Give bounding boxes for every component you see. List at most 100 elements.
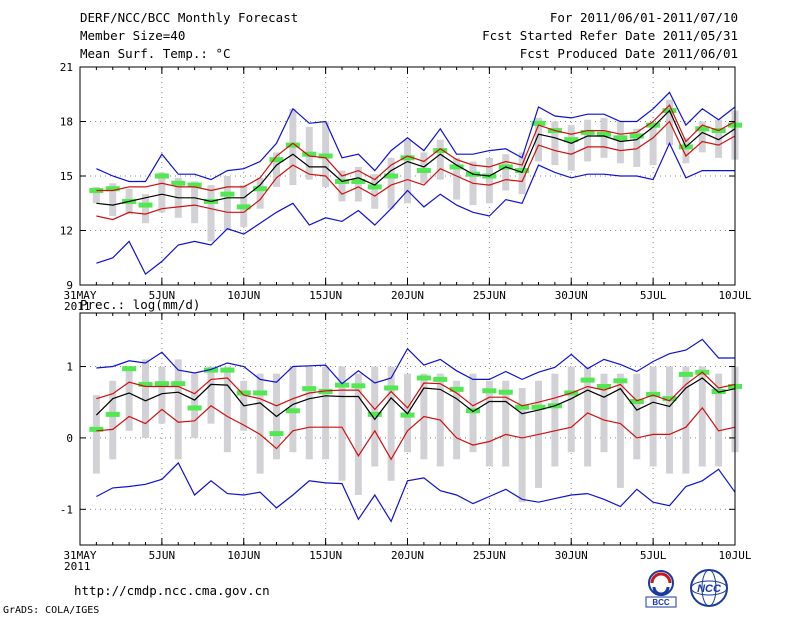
ensemble-box bbox=[502, 154, 510, 191]
precip-variable-label: Prec.: log(mm/d) bbox=[80, 297, 200, 312]
ensemble-box bbox=[682, 137, 690, 164]
median-dash bbox=[220, 367, 235, 373]
chart-title: DERF/NCC/BCC Monthly Forecast bbox=[80, 10, 299, 25]
median-dash bbox=[138, 202, 153, 208]
x-tick-label: 20JUN bbox=[391, 549, 424, 562]
ensemble-mean-line bbox=[95, 377, 736, 421]
median-dash bbox=[678, 371, 693, 377]
median-dash bbox=[367, 411, 382, 417]
ensemble-box bbox=[436, 139, 444, 180]
median-dash bbox=[253, 186, 268, 192]
median-dash bbox=[416, 375, 431, 381]
ensemble-box bbox=[207, 366, 215, 424]
median-dash bbox=[351, 178, 366, 184]
ensemble-box bbox=[305, 366, 313, 460]
median-dash bbox=[384, 173, 399, 179]
ensemble-box bbox=[502, 380, 510, 467]
median-dash bbox=[89, 188, 104, 194]
median-dash bbox=[171, 180, 186, 186]
median-dash bbox=[662, 396, 677, 402]
ensemble-box bbox=[223, 366, 231, 453]
red-upper-line bbox=[96, 104, 736, 192]
ensemble-box bbox=[584, 366, 592, 467]
ensemble-box bbox=[158, 366, 166, 424]
median-dash bbox=[646, 122, 661, 128]
grads-credit: GrADS: COLA/IGES bbox=[3, 605, 100, 616]
ensemble-box bbox=[207, 185, 215, 242]
svg-text:BCC: BCC bbox=[652, 598, 670, 607]
x-tick-label: 5JUL bbox=[640, 289, 667, 302]
x-tick-label: 10JUN bbox=[227, 549, 260, 562]
x-tick-label: 10JUL bbox=[718, 289, 751, 302]
ensemble-box bbox=[453, 380, 461, 460]
median-dash bbox=[318, 153, 333, 159]
blue-upper-line bbox=[96, 91, 736, 183]
median-dash bbox=[204, 367, 218, 373]
ensemble-box bbox=[273, 152, 280, 187]
blue-lower-line bbox=[96, 141, 735, 276]
ensemble-box bbox=[191, 181, 199, 224]
ensemble-box bbox=[535, 117, 542, 162]
ensemble-box bbox=[387, 366, 395, 481]
median-dash bbox=[367, 184, 382, 190]
median-dash bbox=[285, 408, 300, 414]
ensemble-box bbox=[616, 373, 624, 488]
ensemble-box bbox=[109, 380, 117, 460]
ensemble-box bbox=[551, 373, 559, 467]
median-dash bbox=[105, 186, 120, 192]
blue-lower-line bbox=[96, 461, 736, 523]
bcc-logo: BCC bbox=[645, 570, 677, 608]
median-dash bbox=[515, 168, 530, 174]
x-tick-label: 30JUN bbox=[555, 549, 588, 562]
median-dash bbox=[400, 155, 415, 161]
ensemble-box bbox=[567, 366, 575, 453]
ensemble-box bbox=[682, 366, 690, 474]
median-dash bbox=[515, 404, 530, 410]
median-dash bbox=[695, 126, 710, 132]
y-tick-label: 21 bbox=[60, 61, 73, 74]
median-dash bbox=[302, 151, 317, 157]
fcst-produced-date: Fcst Produced Date 2011/06/01 bbox=[519, 46, 738, 61]
ensemble-box bbox=[584, 119, 592, 162]
median-dash bbox=[236, 390, 251, 396]
median-dash bbox=[531, 404, 546, 410]
ensemble-box bbox=[92, 395, 100, 474]
ensemble-box bbox=[666, 366, 673, 474]
ensemble-box bbox=[404, 139, 411, 204]
ensemble-box bbox=[338, 366, 346, 481]
median-dash bbox=[629, 399, 644, 405]
ensemble-box bbox=[223, 176, 231, 231]
ensemble-box bbox=[715, 119, 723, 158]
ensemble-box bbox=[109, 183, 117, 216]
ensemble-box bbox=[420, 152, 428, 184]
x-tick-label: 10JUL bbox=[718, 549, 751, 562]
ensemble-box bbox=[158, 172, 166, 213]
ensemble-box bbox=[371, 174, 379, 209]
median-dash bbox=[498, 389, 513, 395]
ensemble-box bbox=[518, 387, 526, 503]
median-dash bbox=[629, 133, 644, 139]
median-dash bbox=[138, 381, 153, 387]
ensemble-box bbox=[567, 125, 575, 171]
y-tick-label: 18 bbox=[60, 116, 73, 129]
ensemble-mean-line bbox=[96, 109, 736, 206]
source-url[interactable]: http://cmdp.ncc.cma.gov.cn bbox=[74, 583, 270, 598]
x-tick-label: 10JUN bbox=[227, 289, 260, 302]
ncc-logo: NCC bbox=[690, 569, 728, 607]
ensemble-box bbox=[142, 359, 149, 438]
ensemble-box bbox=[322, 366, 330, 460]
median-dash bbox=[433, 148, 448, 154]
ensemble-box bbox=[256, 177, 264, 209]
ensemble-box bbox=[387, 157, 395, 209]
x-tick-year-label: 2011 bbox=[64, 300, 91, 313]
x-tick-label: 30JUN bbox=[555, 289, 588, 302]
median-dash bbox=[220, 191, 235, 197]
median-dash bbox=[89, 426, 104, 432]
forecast-period: For 2011/06/01-2011/07/10 bbox=[549, 10, 738, 25]
median-dash bbox=[449, 386, 464, 392]
red-lower-line bbox=[96, 405, 736, 461]
x-tick-label: 25JUN bbox=[473, 289, 506, 302]
ensemble-box bbox=[600, 117, 608, 158]
median-dash bbox=[105, 411, 120, 417]
ensemble-box bbox=[698, 121, 706, 153]
